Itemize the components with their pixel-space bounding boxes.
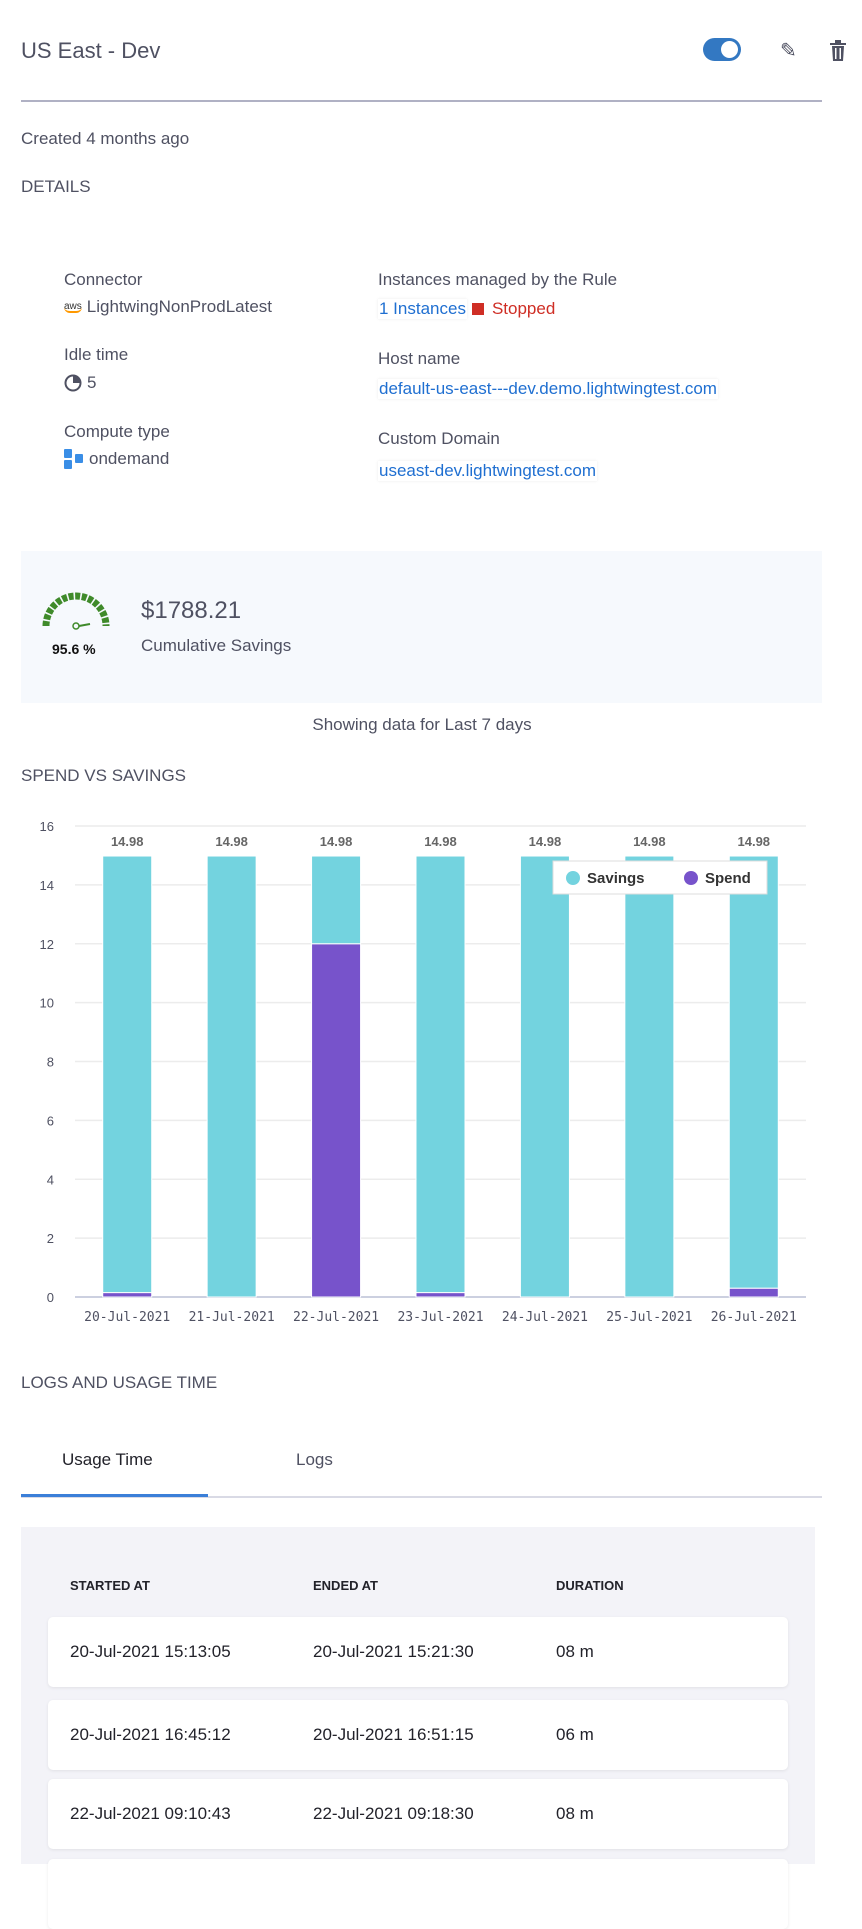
active-tab-indicator <box>21 1494 208 1497</box>
custom-domain-label: Custom Domain <box>378 429 500 448</box>
bar-spend <box>415 1292 466 1298</box>
x-tick-label: 20-Jul-2021 <box>84 1310 170 1325</box>
instance-status: Stopped <box>491 299 556 318</box>
bar-total-label: 14.98 <box>320 834 353 849</box>
bar-savings <box>519 855 570 1298</box>
chart-legend <box>552 860 768 895</box>
instances-link[interactable]: 1 Instances <box>379 299 466 318</box>
details-heading: DETAILS <box>21 177 91 196</box>
page-title: US East - Dev <box>21 38 161 63</box>
bar-savings <box>624 855 675 1298</box>
legend-label: Savings <box>587 870 645 887</box>
compute-type-name: ondemand <box>89 449 170 468</box>
table-cell: 06 m <box>556 1725 594 1744</box>
y-tick-label: 16 <box>40 819 54 834</box>
table-row[interactable]: 20-Jul-2021 15:13:05 20-Jul-2021 15:21:30… <box>48 1617 788 1687</box>
y-tick-label: 10 <box>40 996 54 1011</box>
bar-spend <box>102 1292 153 1298</box>
bar-spend <box>728 1287 779 1298</box>
stopped-status-icon <box>471 303 484 315</box>
host-name-label: Host name <box>378 349 461 368</box>
table-cell: 22-Jul-2021 09:18:30 <box>313 1804 474 1823</box>
bar-total-label: 14.98 <box>633 834 666 849</box>
idle-time-number: 5 <box>87 373 97 392</box>
clock-icon <box>64 374 82 392</box>
bar-savings <box>415 855 466 1294</box>
instances-value: 1 Instances Stopped <box>378 299 555 319</box>
table-cell: 22-Jul-2021 09:10:43 <box>70 1804 231 1823</box>
table-row[interactable]: 22-Jul-2021 09:10:43 22-Jul-2021 09:18:30… <box>48 1779 788 1849</box>
legend-marker-spend <box>684 871 698 885</box>
bar-savings <box>728 855 779 1289</box>
bar-total-label: 14.98 <box>424 834 457 849</box>
savings-percent: 95.6 % <box>52 641 96 657</box>
compute-type-label: Compute type <box>64 422 170 441</box>
chart-heading: SPEND VS SAVINGS <box>21 766 187 785</box>
legend-label: Spend <box>705 870 751 887</box>
edit-icon[interactable]: ✎ <box>780 40 797 62</box>
spend-vs-savings-chart: 0 2 4 6 8 10 12 14 16 14.98 20-Jul-2021 14.98 21-Jul… <box>40 819 806 1325</box>
legend-marker-savings <box>566 871 580 885</box>
y-tick-label: 6 <box>47 1113 54 1128</box>
table-cell: 20-Jul-2021 16:51:15 <box>313 1725 474 1744</box>
bar-spend <box>311 943 362 1298</box>
connector-name: LightwingNonProdLatest <box>86 297 273 316</box>
column-ended-at: ENDED AT <box>313 1578 378 1593</box>
x-tick-label: 25-Jul-2021 <box>606 1310 692 1325</box>
x-tick-label: 24-Jul-2021 <box>502 1310 588 1325</box>
column-duration: DURATION <box>556 1578 624 1593</box>
x-tick-label: 23-Jul-2021 <box>397 1310 483 1325</box>
bar-total-label: 14.98 <box>529 834 562 849</box>
delete-icon[interactable] <box>829 40 847 62</box>
custom-domain-link[interactable]: useast-dev.lightwingtest.com <box>379 461 597 480</box>
bar-total-label: 14.98 <box>111 834 144 849</box>
x-tick-label: 22-Jul-2021 <box>293 1310 379 1325</box>
x-tick-label: 26-Jul-2021 <box>711 1310 797 1325</box>
logs-heading: LOGS AND USAGE TIME <box>21 1373 218 1392</box>
y-tick-label: 8 <box>47 1055 54 1070</box>
table-cell: 08 m <box>556 1642 594 1661</box>
table-row[interactable] <box>48 1859 788 1929</box>
tab-usage-time[interactable]: Usage Time <box>62 1450 153 1469</box>
connector-value: aws LightwingNonProdLatest <box>64 297 272 317</box>
connector-label: Connector <box>64 270 143 289</box>
aws-icon: aws <box>64 300 82 313</box>
y-tick-label: 2 <box>47 1231 54 1246</box>
y-tick-label: 4 <box>47 1172 54 1187</box>
savings-label: Cumulative Savings <box>141 636 292 655</box>
x-tick-label: 21-Jul-2021 <box>189 1310 275 1325</box>
y-tick-label: 0 <box>47 1290 54 1305</box>
tabs-divider <box>21 1496 822 1498</box>
bar-total-label: 14.98 <box>215 834 248 849</box>
instances-label: Instances managed by the Rule <box>378 270 618 289</box>
tab-logs[interactable]: Logs <box>296 1450 333 1469</box>
savings-amount: $1788.21 <box>141 597 242 624</box>
savings-summary <box>21 551 822 703</box>
header-divider <box>21 100 822 102</box>
idle-time-value: 5 <box>64 373 96 393</box>
table-row[interactable]: 20-Jul-2021 16:45:12 20-Jul-2021 16:51:15… <box>48 1700 788 1770</box>
y-tick-label: 12 <box>40 937 54 952</box>
column-started-at: STARTED AT <box>70 1578 150 1593</box>
rule-enabled-toggle[interactable] <box>703 38 741 61</box>
bar-savings <box>206 855 257 1298</box>
bar-savings <box>102 855 153 1294</box>
compute-icon <box>64 449 83 469</box>
bar-savings <box>311 855 362 945</box>
created-text: Created 4 months ago <box>21 129 190 148</box>
date-range-text: Showing data for Last 7 days <box>312 715 532 734</box>
table-cell: 20-Jul-2021 15:13:05 <box>70 1642 231 1661</box>
bar-total-label: 14.98 <box>738 834 771 849</box>
savings-gauge-icon <box>42 592 110 630</box>
table-cell: 20-Jul-2021 16:45:12 <box>70 1725 231 1744</box>
table-cell: 20-Jul-2021 15:21:30 <box>313 1642 474 1661</box>
compute-type-value: ondemand <box>64 449 169 469</box>
table-cell: 08 m <box>556 1804 594 1823</box>
host-name-link[interactable]: default-us-east---dev.demo.lightwingtest… <box>379 379 717 398</box>
y-tick-label: 14 <box>40 878 54 893</box>
idle-time-label: Idle time <box>64 345 129 364</box>
